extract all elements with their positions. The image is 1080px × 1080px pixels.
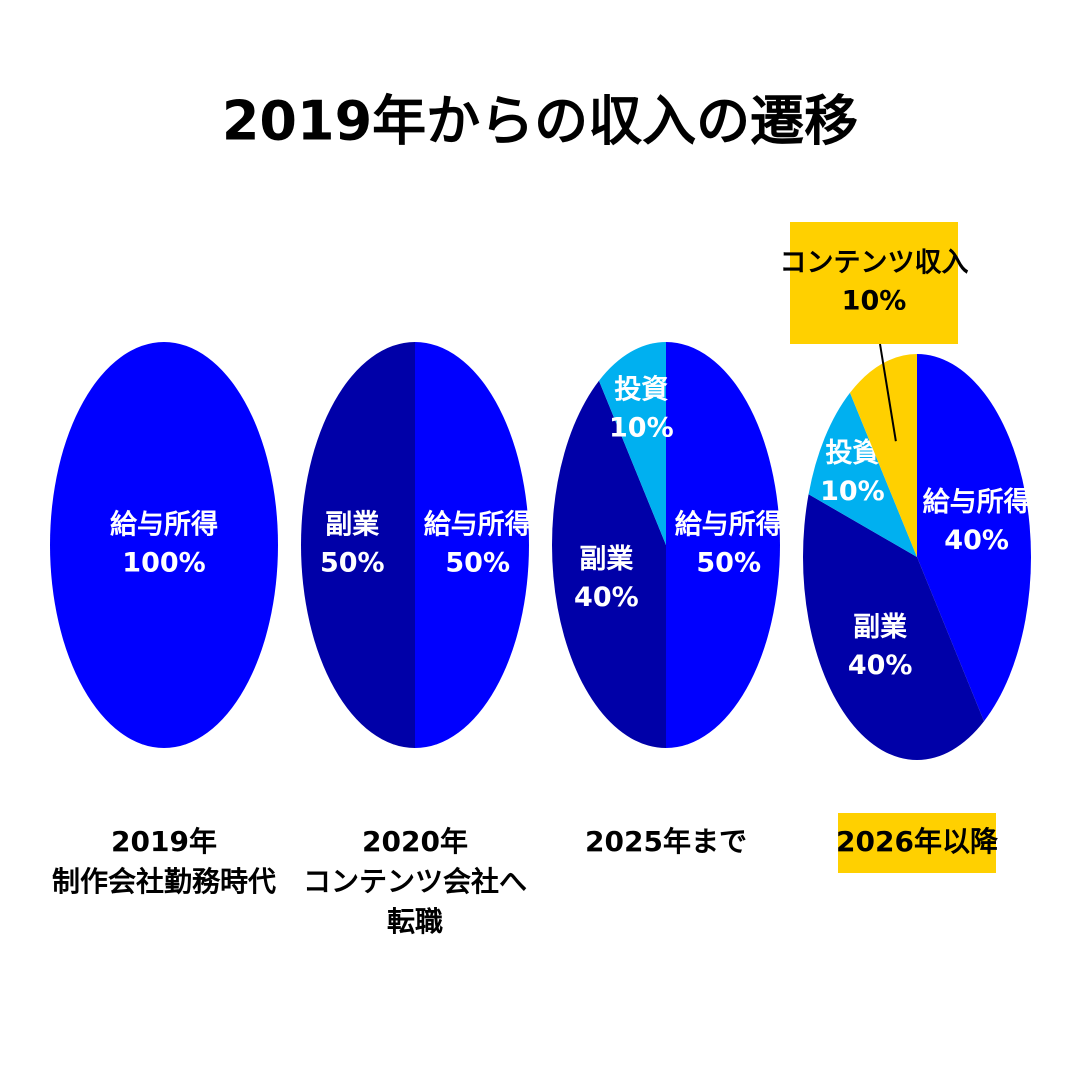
slice-value: 40% [944, 525, 1009, 556]
pie-slice [552, 380, 666, 748]
pie-slice [808, 392, 917, 557]
caption: 転職 [387, 905, 443, 938]
slice-value: 50% [696, 548, 761, 579]
slice-value: 50% [320, 548, 385, 579]
caption: 2020年 [362, 825, 468, 858]
callout-box [790, 222, 958, 344]
caption: コンテンツ会社へ [303, 865, 527, 898]
caption: 2025年まで [585, 825, 747, 858]
pie-slice [415, 342, 529, 748]
slice-value: 50% [445, 548, 510, 579]
slice-label: 投資 [614, 374, 668, 405]
slice-label: 副業 [579, 544, 633, 575]
slice-value: 100% [122, 548, 205, 579]
caption-box [838, 813, 996, 873]
slice-value: 40% [574, 582, 639, 613]
caption: 2026年以降 [836, 825, 999, 858]
pie-slice [598, 342, 666, 545]
slice-value: 10% [820, 476, 885, 507]
slice-label: 投資 [825, 438, 879, 469]
caption: 制作会社勤務時代 [52, 865, 276, 898]
pie-slice [50, 342, 278, 748]
callout-line [879, 343, 897, 442]
pie-slice [301, 342, 415, 748]
pie-slice [917, 353, 1031, 722]
pie-slice [849, 354, 917, 557]
pie-slice [666, 342, 780, 748]
slice-label: 給与所得 [424, 509, 532, 541]
slice-value: 40% [848, 650, 913, 681]
slice-value: 10% [842, 286, 907, 317]
slice-value: 10% [609, 412, 674, 443]
caption: 2019年 [111, 825, 217, 858]
pie-slice [803, 494, 985, 760]
slice-label: 副業 [325, 510, 379, 541]
chart-title: 2019年からの収入の遷移 [222, 90, 858, 153]
slice-label: 給与所得 [675, 509, 783, 541]
slice-label: 給与所得 [923, 486, 1031, 518]
slice-label: コンテンツ収入 [780, 248, 969, 279]
slice-label: 給与所得 [110, 509, 218, 541]
slice-label: 副業 [853, 612, 907, 643]
